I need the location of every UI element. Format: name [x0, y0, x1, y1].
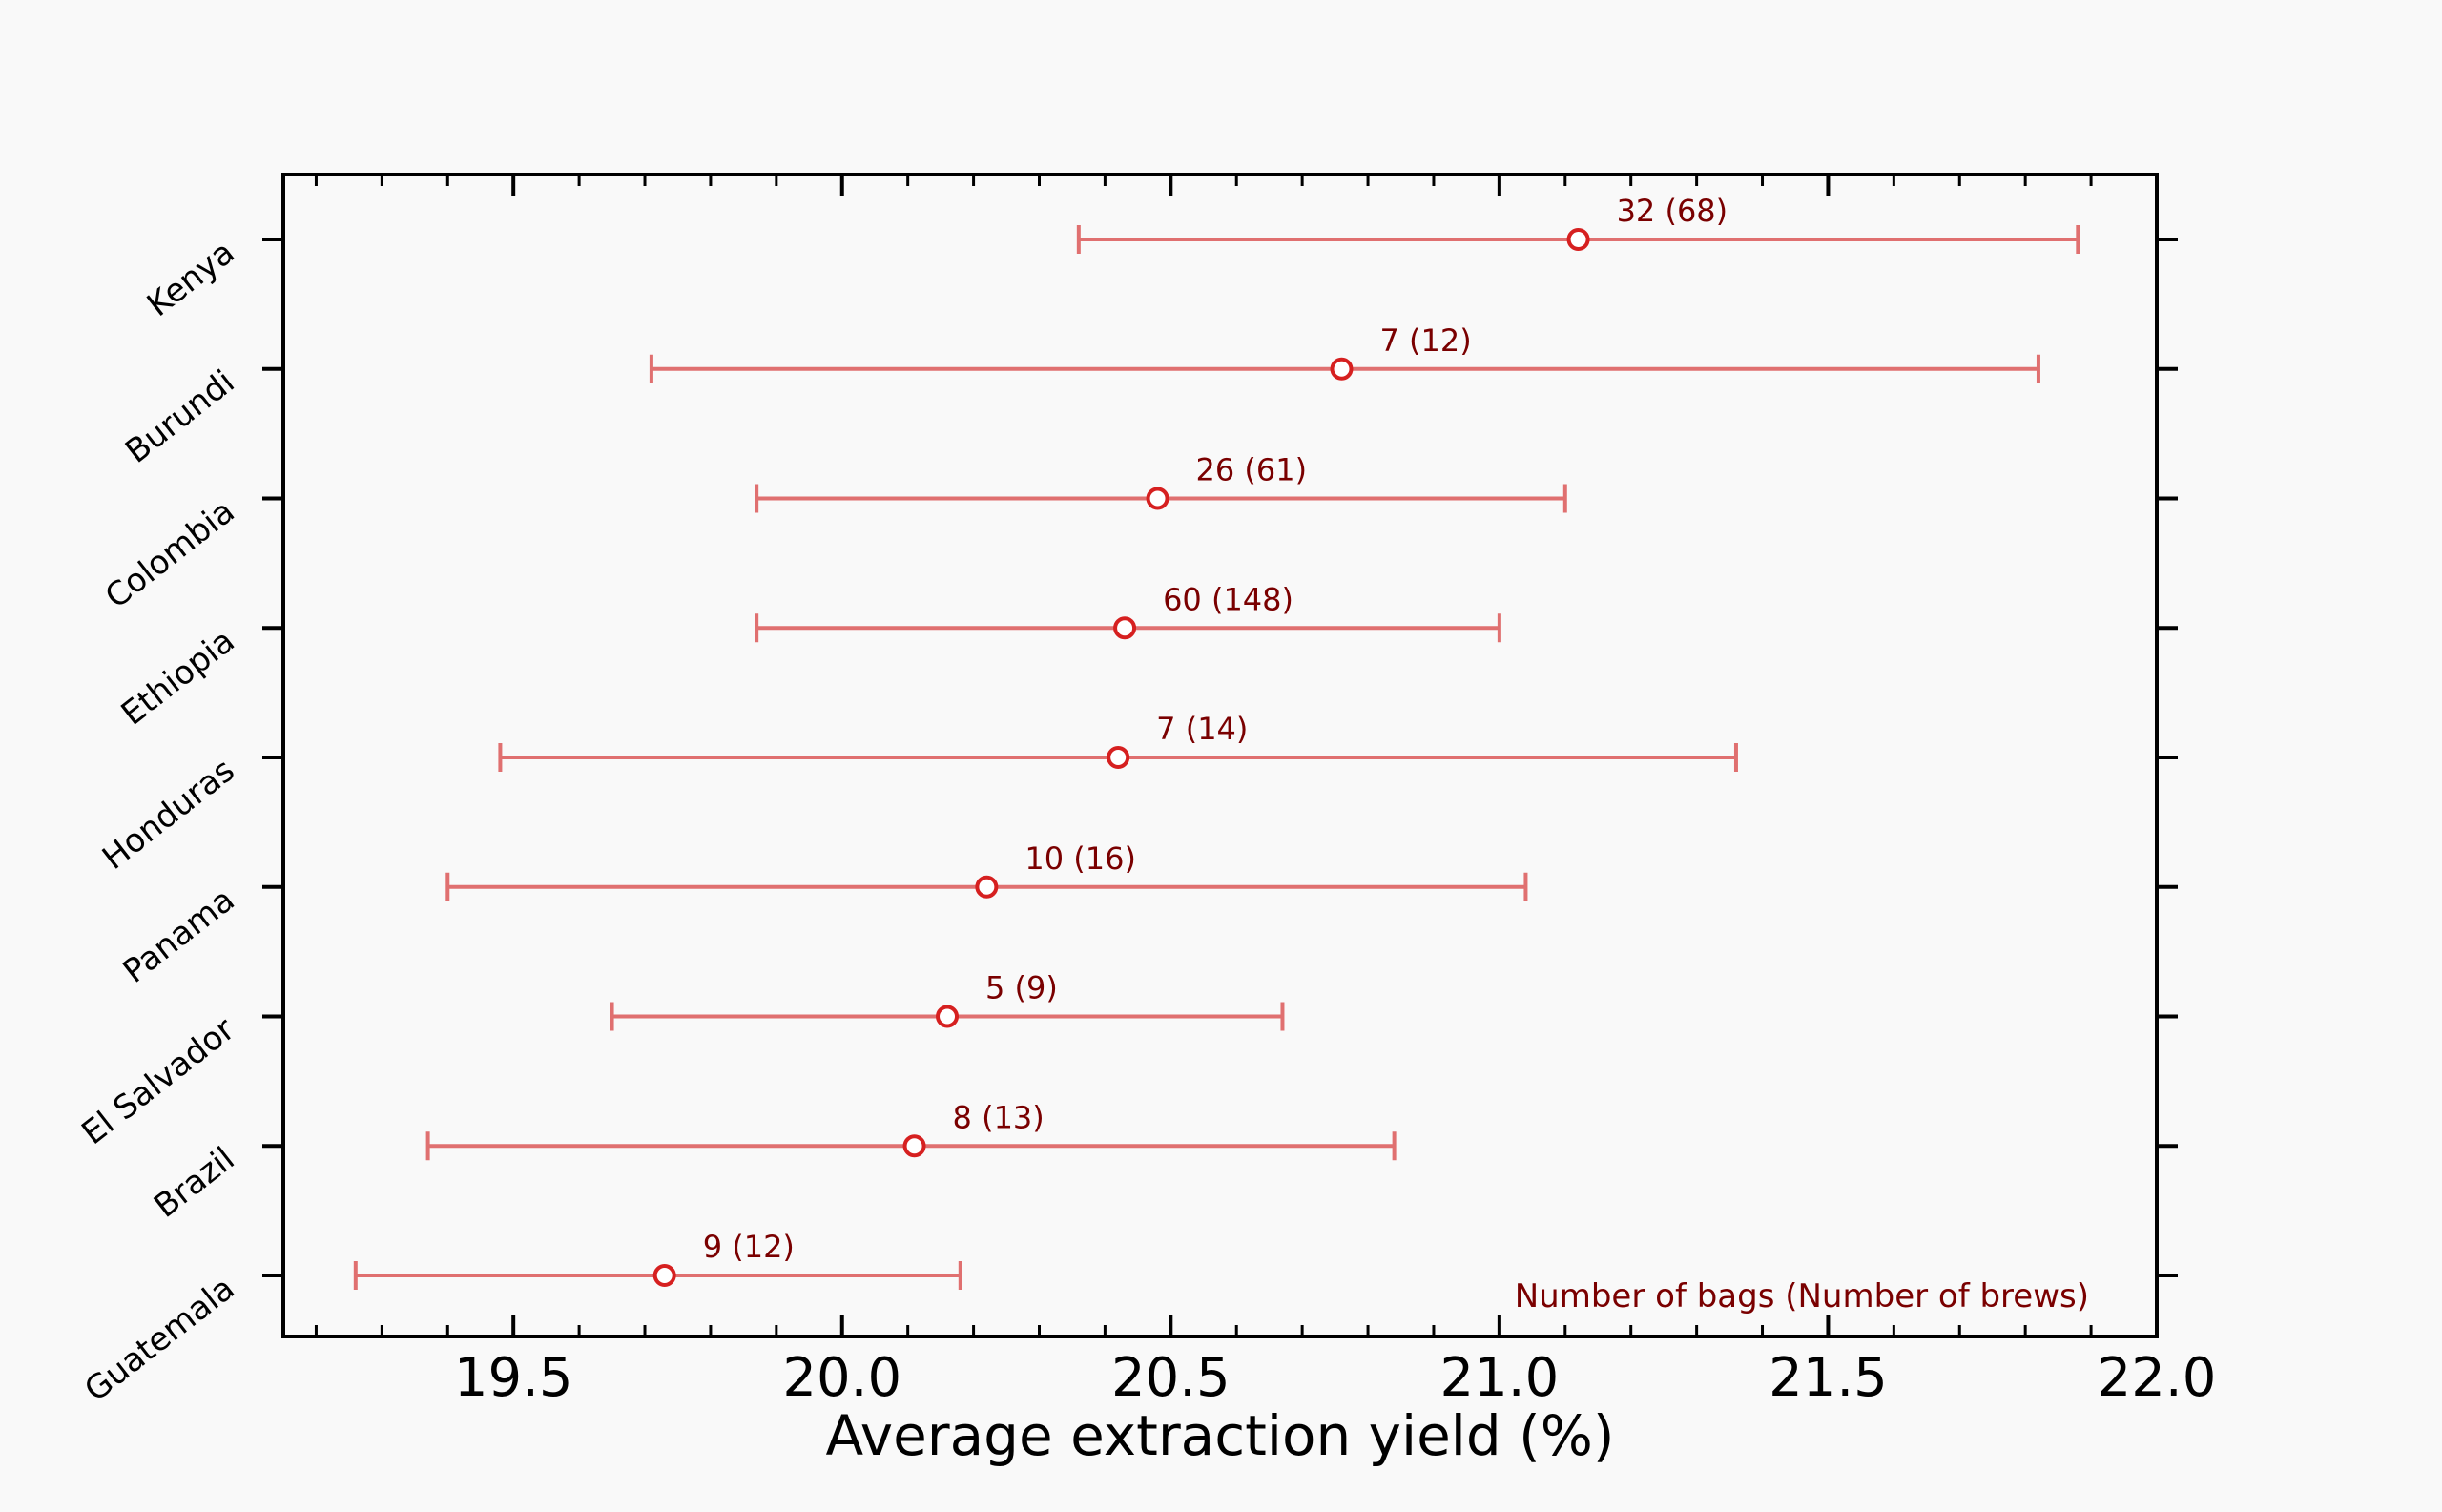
mean-marker: [1146, 487, 1169, 510]
x-tick-label: 21.5: [1769, 1347, 1888, 1409]
y-tick-label: Burundi: [118, 362, 241, 470]
y-tick-label: Ethiopia: [114, 622, 242, 734]
mean-marker: [1113, 616, 1137, 640]
x-tick-label: 21.0: [1440, 1347, 1560, 1409]
y-tick-label: Panama: [116, 880, 242, 990]
point-label: 7 (12): [1379, 322, 1471, 359]
x-tick-label: 19.5: [454, 1347, 573, 1409]
point-label: 10 (16): [1024, 840, 1136, 877]
point-label: 7 (14): [1156, 711, 1248, 747]
x-tick-labels: 19.5 20.0 20.5 21.0 21.5 22.0: [454, 1347, 2216, 1409]
y-tick-label: Brazil: [147, 1140, 241, 1226]
point-label: 60 (148): [1163, 581, 1293, 617]
mean-marker: [902, 1134, 926, 1158]
point-label: 8 (13): [953, 1099, 1045, 1135]
y-tick-label: Honduras: [95, 752, 242, 878]
mean-marker: [936, 1005, 960, 1028]
point-label: 32 (68): [1617, 193, 1728, 229]
point-labels: 32 (68) 7 (12) 26 (61) 60 (148) 7 (14) 10 (16…: [703, 193, 1728, 1265]
point-label: 26 (61): [1196, 452, 1308, 488]
y-tick-marks: [262, 238, 2178, 1277]
annotation-text: Number of bags (Number of brews): [1515, 1277, 2089, 1315]
mean-marker: [1566, 228, 1590, 251]
x-tick-label: 20.0: [782, 1347, 901, 1409]
mean-marker: [1107, 746, 1130, 769]
y-tick-label: Kenya: [140, 234, 242, 325]
x-tick-label: 20.5: [1111, 1347, 1231, 1409]
y-tick-label: Guatemala: [77, 1270, 241, 1410]
point-label: 9 (12): [703, 1229, 795, 1265]
mean-marker: [652, 1264, 676, 1287]
x-tick-label: 22.0: [2098, 1347, 2217, 1409]
x-axis-label: Average extraction yield (%): [825, 1403, 1614, 1468]
y-tick-label: Colombia: [98, 492, 242, 616]
plot-frame: [281, 173, 2159, 1338]
y-tick-label: El Salvador: [74, 1010, 241, 1152]
error-bars: [353, 225, 2080, 1290]
point-label: 5 (9): [985, 970, 1058, 1006]
mean-marker: [1330, 357, 1354, 381]
mean-marker: [975, 875, 999, 899]
